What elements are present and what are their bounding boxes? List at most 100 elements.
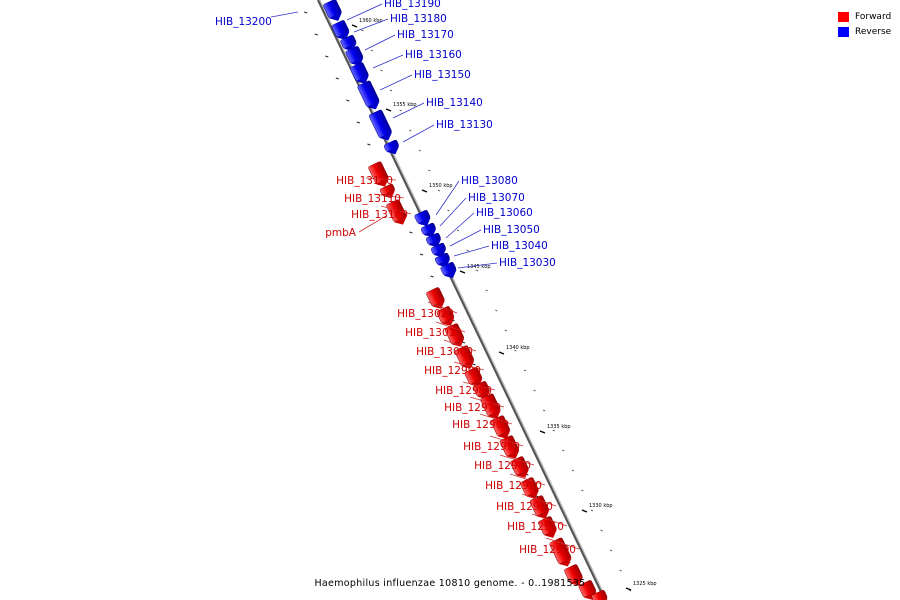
gene-label-hib_12910: HIB_12910 — [507, 521, 564, 533]
leader-line — [373, 193, 405, 199]
gene-label-hib_12960: HIB_12960 — [452, 419, 509, 431]
gene-label-hib_13150: HIB_13150 — [414, 69, 471, 81]
leader-line — [521, 493, 557, 507]
tick-mark — [609, 549, 613, 552]
gene-label-hib_13070: HIB_13070 — [468, 192, 525, 204]
tick-mark — [399, 109, 402, 112]
tick-mark — [325, 55, 329, 58]
gene-label-hib_12930: HIB_12930 — [485, 480, 542, 492]
leader-line — [453, 361, 485, 371]
tick-mark — [600, 529, 603, 532]
tick-mark — [419, 253, 424, 256]
gene-block-arrow — [432, 300, 445, 309]
leader-line — [453, 245, 490, 257]
tick-mark — [552, 429, 555, 432]
tick-mark — [370, 49, 374, 52]
gene-label-hib_12900: HIB_12900 — [519, 544, 576, 556]
gene-label-hib_13010: HIB_13010 — [405, 327, 462, 339]
gene-block-body — [323, 0, 342, 19]
forward-swatch — [838, 11, 849, 22]
tick-mark — [562, 449, 565, 452]
forward-gene-block — [578, 580, 597, 600]
leader-line — [531, 513, 568, 527]
gene-block-body — [383, 139, 399, 152]
scale-label: 1340 kbp — [506, 345, 530, 351]
reverse-swatch — [838, 26, 849, 37]
forward-gene-block — [444, 323, 465, 347]
gene-block-body — [430, 242, 446, 255]
tick-mark — [495, 309, 498, 312]
gene-label-hib_13000: HIB_13000 — [416, 346, 473, 358]
legend-item-forward: Forward — [838, 9, 891, 24]
forward-gene-block — [480, 393, 501, 419]
leader-line — [353, 18, 389, 33]
tick-mark — [437, 189, 441, 192]
gene-block-arrow — [544, 529, 557, 538]
gene-block-body — [425, 232, 441, 245]
gene-label-hib_13140: HIB_13140 — [426, 97, 483, 109]
forward-gene-block — [386, 199, 407, 225]
leader-line — [372, 54, 404, 69]
gene-block-body — [379, 183, 395, 196]
gene-block-arrow — [441, 317, 455, 326]
gene-label-hib_13170: HIB_13170 — [397, 29, 454, 41]
tick-mark — [408, 129, 412, 132]
gene-label-hib_13060: HIB_13060 — [476, 207, 533, 219]
leader-line — [270, 11, 299, 18]
gene-block-body — [480, 393, 501, 416]
tick-mark — [542, 409, 546, 412]
tick-mark — [335, 77, 339, 80]
tick-mark — [475, 269, 479, 272]
gene-label-hib_13040: HIB_13040 — [491, 240, 548, 252]
leader-line — [380, 205, 412, 215]
gene-block-arrow — [329, 12, 342, 21]
scale-label: 1335 kbp — [547, 424, 571, 430]
leader-line — [392, 102, 425, 119]
leader-line — [449, 229, 482, 247]
tick-mark — [456, 229, 460, 232]
tick-mark — [314, 33, 318, 36]
scale-label: 1355 kbp — [393, 102, 417, 108]
tick-mark — [466, 249, 469, 252]
gene-label-pmba: pmbA — [325, 227, 357, 239]
gene-label-hib_13080: HIB_13080 — [461, 175, 518, 187]
tick-mark — [430, 275, 434, 278]
gene-label-hib_13120: HIB_13120 — [336, 175, 393, 187]
gene-label-hib_13100: HIB_13100 — [351, 209, 408, 221]
gene-label-hib_12970: HIB_12970 — [444, 402, 501, 414]
tick-mark — [428, 169, 431, 172]
scale-label: 1325 kbp — [633, 581, 657, 587]
gene-block-arrow — [367, 101, 380, 110]
gene-label-hib_12950: HIB_12950 — [463, 441, 520, 453]
legend: Forward Reverse — [838, 9, 891, 39]
leader-line — [445, 212, 475, 239]
leader-line — [358, 215, 387, 233]
tick-mark — [409, 231, 413, 234]
scale-label: 1330 kbp — [589, 503, 613, 509]
legend-label-reverse: Reverse — [855, 26, 892, 37]
leader-line — [469, 396, 505, 408]
scale-major-tick — [459, 270, 466, 274]
gene-block-arrow — [356, 75, 369, 84]
gene-block-arrow — [443, 269, 457, 279]
reverse-gene-block — [414, 209, 431, 227]
leader-line — [346, 3, 383, 21]
forward-gene-block — [549, 537, 572, 567]
tick-mark — [346, 99, 350, 102]
reverse-gene-block — [369, 109, 393, 141]
gene-label-hib_13130: HIB_13130 — [436, 119, 493, 131]
leader-line — [365, 177, 397, 181]
scale-major-tick — [351, 24, 358, 28]
gene-block-body — [340, 34, 357, 49]
gene-block-arrow — [497, 430, 511, 439]
gene-block-body — [386, 199, 407, 222]
gene-label-hib_13110: HIB_13110 — [344, 193, 401, 205]
leader-line — [402, 124, 435, 143]
gene-block-arrow — [488, 410, 501, 419]
leader-line — [435, 180, 460, 216]
scale-major-tick — [498, 351, 505, 355]
tick-mark — [304, 11, 308, 14]
leader-line — [479, 413, 513, 425]
scale-major-tick — [385, 108, 392, 112]
